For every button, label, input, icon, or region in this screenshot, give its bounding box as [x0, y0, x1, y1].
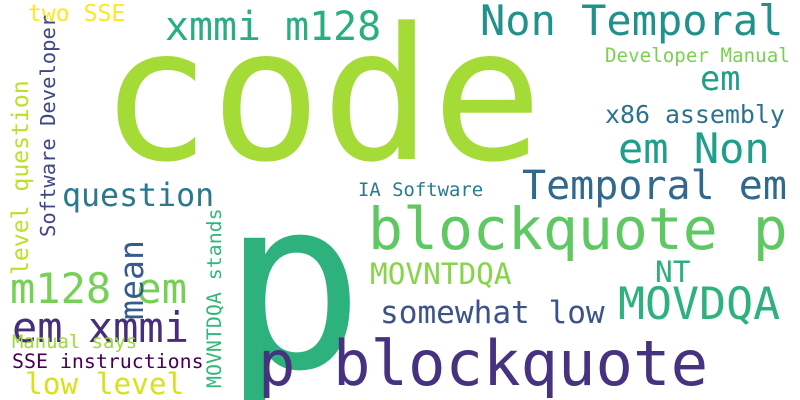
word-em-xmmi: em xmmi: [12, 303, 190, 352]
word-question: question: [62, 178, 215, 214]
word-xmmi-m128: xmmi m128: [165, 4, 382, 50]
word-movntdqa: MOVNTDQA: [370, 257, 512, 291]
word-blockquote-p: blockquote p: [368, 195, 788, 263]
word-code: code: [100, 0, 543, 203]
word-sse-instructions: SSE instructions: [12, 350, 204, 373]
word-p: p: [222, 148, 365, 400]
word-m128-em: m128 em: [10, 264, 188, 313]
word-temporal-em: Temporal em: [522, 163, 787, 209]
word-em-non: em Non: [618, 124, 770, 173]
word-movdqa: MOVDQA: [618, 277, 781, 330]
word-software-developer: Software Developer: [36, 14, 60, 237]
word-non-temporal: Non Temporal: [480, 0, 784, 45]
word-x86-assembly: x86 assembly: [605, 100, 785, 129]
word-nt: NT: [655, 255, 691, 289]
word-ia-software: IA Software: [358, 179, 484, 201]
word-mean: mean: [112, 240, 151, 320]
word-developer-manual: Developer Manual: [605, 44, 790, 67]
word-manual-says: Manual says: [12, 331, 138, 353]
word-level-question: level question: [8, 80, 34, 275]
word-movntdqa-stands: MOVNTDQA stands: [203, 208, 226, 388]
word-two-sse: two SSE: [28, 1, 126, 27]
word-em: em: [700, 59, 741, 98]
word-low-level: low level: [25, 367, 185, 400]
word-p-blockquote: p blockquote: [258, 327, 709, 400]
word-somewhat-low: somewhat low: [380, 295, 605, 331]
